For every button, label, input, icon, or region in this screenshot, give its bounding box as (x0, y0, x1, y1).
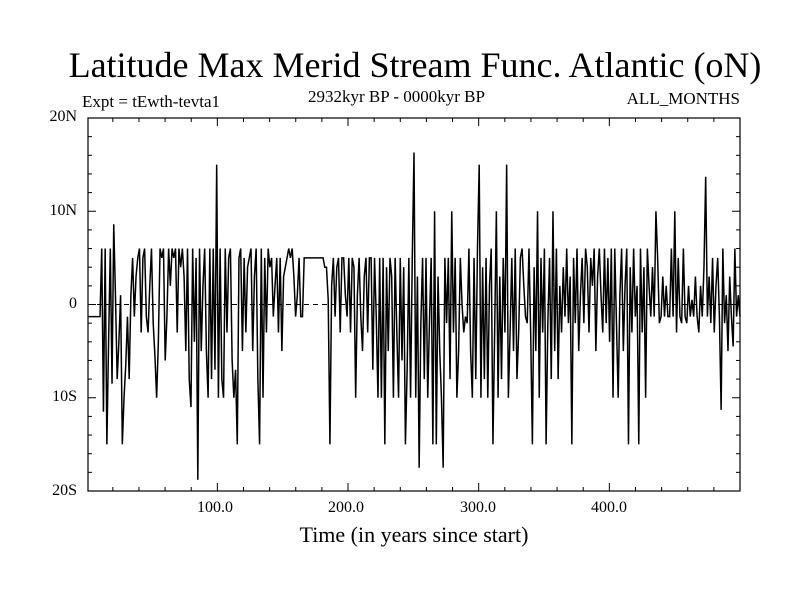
series-line (88, 152, 741, 480)
x-tick-label: 400.0 (591, 499, 627, 516)
chart-subtitle-center: 2932kyr BP - 0000kyr BP (308, 87, 485, 106)
chart-subtitle-right: ALL_MONTHS (626, 89, 740, 108)
x-tick-label: 200.0 (328, 499, 364, 516)
chart-subtitle-left: Expt = tEwth-tevta1 (82, 92, 221, 111)
y-tick-label: 0 (69, 295, 77, 312)
x-tick-label: 300.0 (460, 499, 496, 516)
y-tick-label: 20N (49, 108, 77, 125)
x-axis-label: Time (in years since start) (299, 522, 529, 547)
y-tick-label: 10N (49, 202, 77, 219)
y-tick-label: 20S (52, 482, 77, 499)
y-tick-label: 10S (52, 388, 77, 405)
chart-series (88, 152, 741, 480)
x-tick-label: 100.0 (197, 499, 233, 516)
chart-title: Latitude Max Merid Stream Func. Atlantic… (68, 45, 762, 85)
